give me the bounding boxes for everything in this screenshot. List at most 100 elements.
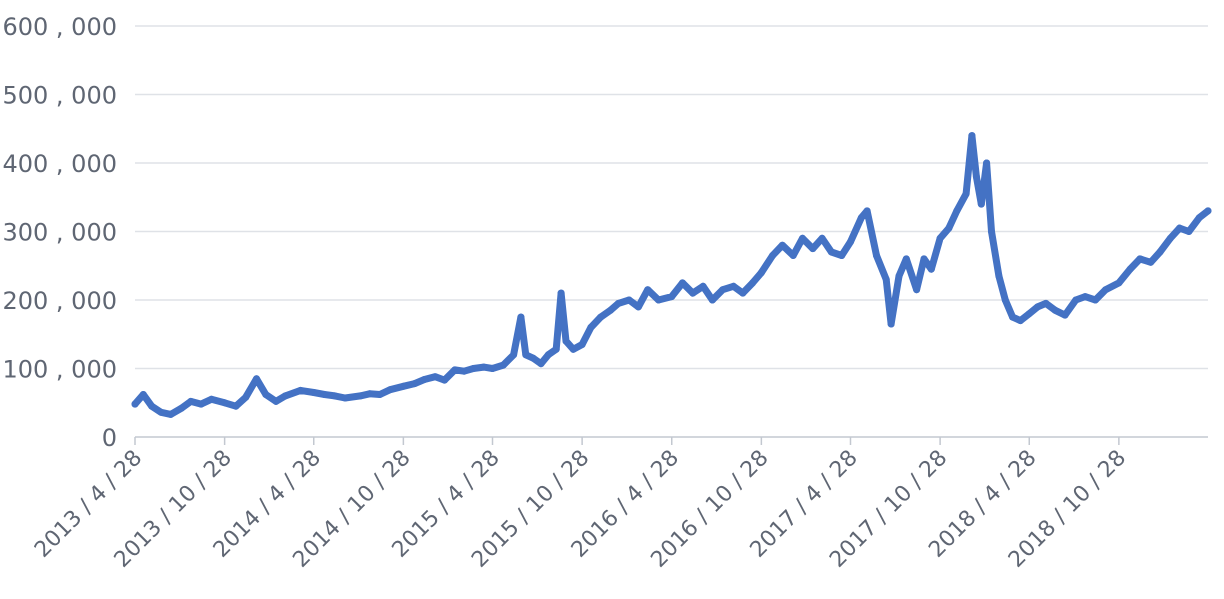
series-layer	[131, 132, 1212, 418]
data-point	[499, 361, 507, 369]
data-point	[1042, 299, 1050, 307]
data-point	[221, 399, 229, 407]
data-point	[769, 252, 777, 259]
data-point	[167, 410, 175, 418]
data-point	[730, 282, 737, 290]
data-point	[644, 286, 652, 294]
data-point	[1156, 248, 1164, 256]
data-point	[297, 386, 304, 394]
data-point	[411, 380, 419, 388]
data-point	[1081, 293, 1089, 301]
y-axis-tick-labels: 0 100 , 000 200 , 000 300 , 000 400 , 000 500…	[2, 13, 117, 452]
data-point	[708, 296, 716, 304]
y-tick-label: 200 , 000	[2, 287, 117, 315]
data-point	[625, 296, 633, 304]
data-point	[272, 397, 280, 405]
data-point	[139, 391, 147, 398]
data-point	[668, 293, 676, 301]
data-point	[634, 303, 642, 311]
data-point	[441, 376, 448, 384]
data-point	[253, 375, 260, 383]
data-point	[331, 392, 339, 400]
data-point	[431, 373, 439, 381]
data-point	[537, 360, 545, 368]
data-point	[847, 238, 854, 246]
data-point	[489, 365, 496, 372]
data-point	[749, 279, 757, 287]
data-point	[178, 404, 185, 412]
data-point	[1136, 255, 1144, 263]
data-point	[778, 241, 786, 249]
data-point	[510, 351, 518, 359]
data-point	[1025, 310, 1033, 318]
data-point	[655, 296, 662, 304]
data-point	[863, 207, 871, 215]
y-tick-label: 100 , 000	[2, 356, 117, 384]
data-point	[1091, 296, 1099, 304]
data-point	[148, 402, 156, 410]
data-point	[936, 234, 944, 242]
data-point	[1061, 311, 1069, 319]
data-point	[719, 286, 727, 294]
y-tick-label: 400 , 000	[2, 150, 117, 178]
data-point	[157, 408, 165, 416]
data-point	[1204, 207, 1212, 215]
data-point	[945, 224, 953, 232]
data-point	[857, 214, 865, 222]
data-point	[232, 402, 240, 410]
data-point	[557, 289, 565, 297]
data-point	[988, 228, 995, 235]
data-point	[913, 286, 921, 294]
data-point	[1185, 228, 1193, 235]
data-point	[569, 345, 577, 353]
data-point	[207, 395, 215, 403]
data-point	[799, 234, 806, 242]
data-point	[1166, 234, 1174, 242]
data-point	[607, 306, 614, 314]
data-point	[131, 400, 139, 408]
data-point	[1016, 317, 1024, 325]
y-tick-label: 500 , 000	[2, 82, 117, 110]
data-point	[882, 275, 890, 283]
data-point	[356, 392, 364, 400]
data-point	[983, 159, 991, 167]
data-point	[529, 354, 537, 362]
data-point	[962, 190, 970, 198]
data-point	[968, 132, 976, 140]
data-point	[321, 391, 328, 398]
data-point	[895, 272, 903, 280]
data-point	[1147, 258, 1155, 266]
data-point	[1072, 296, 1080, 304]
data-point	[587, 323, 595, 331]
y-tick-label: 300 , 000	[2, 219, 117, 247]
data-point	[187, 397, 195, 405]
data-point	[1001, 296, 1009, 304]
data-point	[689, 289, 697, 297]
data-point	[887, 320, 895, 328]
data-point	[366, 390, 374, 398]
data-point	[873, 252, 880, 259]
data-point	[614, 299, 622, 307]
data-point	[517, 313, 525, 321]
data-point	[699, 282, 707, 290]
data-point	[809, 245, 817, 253]
data-point	[927, 265, 935, 273]
data-point	[281, 392, 289, 400]
data-point	[1176, 224, 1184, 232]
data-point	[376, 391, 384, 398]
data-point	[977, 200, 985, 208]
data-point	[460, 367, 468, 375]
data-point	[789, 252, 797, 259]
data-point	[562, 337, 570, 345]
data-point	[1009, 313, 1017, 321]
data-point	[1051, 306, 1059, 314]
data-point	[386, 386, 394, 394]
data-point	[838, 252, 846, 259]
data-point	[522, 351, 530, 359]
data-point	[1102, 286, 1110, 294]
data-point	[827, 248, 835, 256]
data-point	[597, 313, 605, 321]
data-point	[1034, 303, 1042, 311]
